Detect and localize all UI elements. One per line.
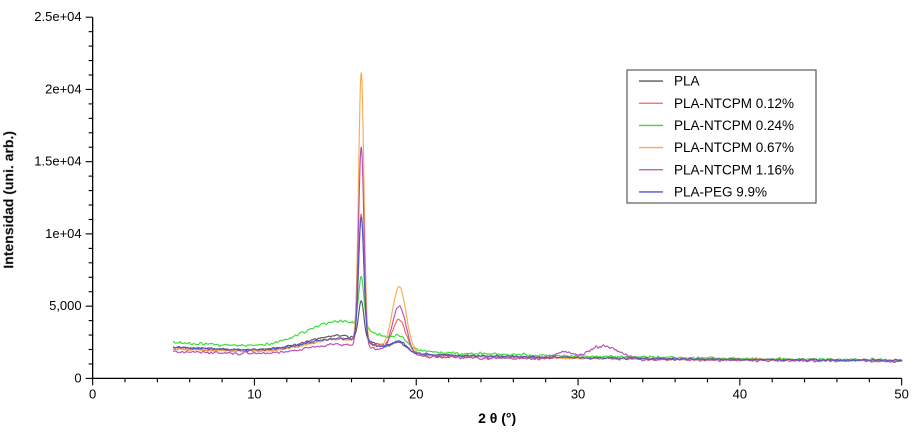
svg-text:0: 0: [74, 370, 81, 385]
svg-text:Intensidad (uni. arb.): Intensidad (uni. arb.): [0, 131, 16, 269]
svg-text:2e+04: 2e+04: [45, 81, 82, 96]
svg-text:PLA-PEG 9.9%: PLA-PEG 9.9%: [674, 184, 767, 199]
svg-text:0: 0: [89, 386, 96, 401]
svg-text:40: 40: [733, 386, 747, 401]
svg-text:2 θ (°): 2 θ (°): [478, 410, 516, 426]
svg-text:20: 20: [409, 386, 423, 401]
svg-text:1e+04: 1e+04: [45, 226, 82, 241]
svg-text:PLA-NTCPM 1.16%: PLA-NTCPM 1.16%: [674, 162, 794, 177]
svg-text:1.5e+04: 1.5e+04: [34, 154, 81, 169]
svg-text:5,000: 5,000: [49, 298, 82, 313]
svg-text:10: 10: [247, 386, 261, 401]
svg-text:PLA-NTCPM 0.67%: PLA-NTCPM 0.67%: [674, 140, 794, 155]
svg-text:PLA-NTCPM 0.24%: PLA-NTCPM 0.24%: [674, 118, 794, 133]
svg-text:PLA-NTCPM 0.12%: PLA-NTCPM 0.12%: [674, 96, 794, 111]
svg-text:2.5e+04: 2.5e+04: [34, 9, 81, 24]
svg-text:50: 50: [894, 386, 908, 401]
svg-text:PLA: PLA: [674, 74, 700, 89]
svg-text:30: 30: [571, 386, 585, 401]
